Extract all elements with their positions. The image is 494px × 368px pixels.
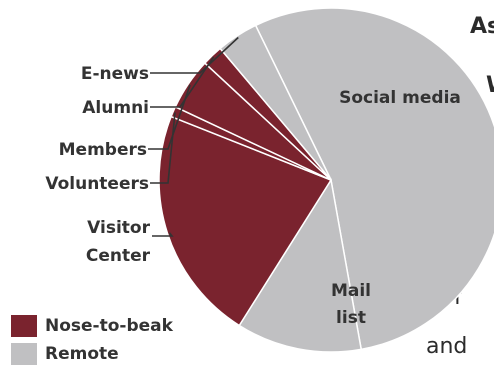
legend-label-nose-to-beak: Nose-to-beak	[45, 316, 173, 336]
legend-item-remote: Remote	[11, 340, 173, 368]
leader-line-e-news	[150, 36, 239, 74]
pie-slice-mail-list	[238, 177, 363, 353]
background-text: As W f and	[426, 14, 494, 359]
pie-slice-social-media	[254, 7, 494, 351]
background-text-line-4: and	[426, 334, 467, 359]
slice-labels: Social media Mail list Visitor Center Volunte…	[45, 64, 461, 328]
legend-swatch-remote	[11, 343, 37, 365]
background-text-line-1: As	[470, 14, 494, 39]
pie-slice-visitor-center	[158, 115, 333, 327]
leader-lines	[148, 36, 239, 237]
slice-label-alumni: Alumni	[82, 98, 149, 118]
slice-label-volunteers: Volunteers	[45, 174, 149, 194]
leader-line-visitor-center	[152, 232, 174, 237]
leader-line-alumni	[150, 56, 215, 108]
slice-label-members: Members	[59, 140, 147, 160]
legend: Nose-to-beak Remote	[11, 312, 173, 368]
slice-label-e-news: E-news	[81, 64, 149, 84]
slice-label-social-media: Social media	[339, 88, 461, 108]
legend-item-nose-to-beak: Nose-to-beak	[11, 312, 173, 340]
pie-slice-e-news	[219, 24, 332, 181]
slice-label-mail-list: Mail list	[331, 281, 371, 328]
background-text-line-3: f	[454, 285, 463, 310]
legend-label-remote: Remote	[45, 344, 119, 364]
background-text-line-2: W	[486, 73, 494, 98]
leader-line-members	[148, 84, 191, 150]
slice-label-visitor-center: Visitor Center	[86, 218, 151, 266]
pie-slices	[158, 7, 494, 353]
legend-swatch-nose-to-beak	[11, 315, 37, 337]
